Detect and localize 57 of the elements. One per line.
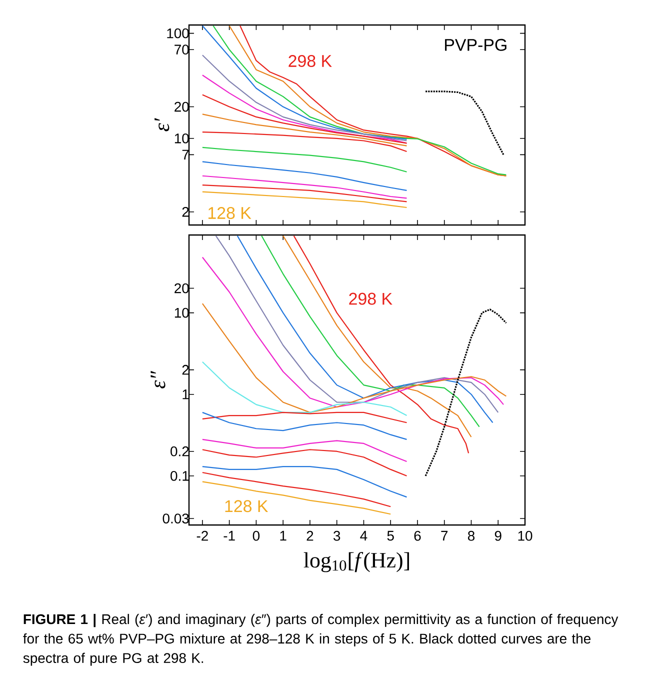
line-series	[202, 481, 392, 515]
x-axis-title: log$_{10}$[f(Hz)]	[304, 552, 409, 572]
line-series	[202, 175, 408, 199]
y-axis-title: ε′	[154, 118, 170, 132]
y-tick-label: 20	[174, 283, 189, 294]
line-series	[202, 184, 408, 202]
line-series	[202, 161, 408, 191]
annotation: PVP-PG	[445, 38, 506, 51]
line-series	[202, 94, 408, 144]
y-tick-label: 1	[182, 390, 189, 400]
annotation: 128 K	[208, 206, 252, 219]
x-tick-label: 0	[252, 530, 260, 541]
line-series	[202, 256, 504, 408]
line-series	[202, 466, 408, 498]
x-tick-label: 9	[494, 530, 502, 541]
y-tick-label: 10	[174, 133, 189, 144]
line-series	[202, 412, 408, 440]
x-tick-label: 3	[333, 530, 340, 541]
y-tick-label: 0.03	[162, 514, 189, 524]
x-tick-label: 1	[280, 530, 286, 540]
y-tick-label: 10	[174, 308, 189, 318]
x-tick-label: -2	[196, 530, 208, 541]
y-tick-label: 2	[182, 364, 189, 375]
x-tick-label: 6	[414, 530, 421, 541]
annotation: 128 K	[225, 500, 268, 512]
y-tick-label: 0.1	[170, 470, 189, 481]
text: FIGURE 1 | Real (ε′) and imaginary (ε″) parts of complex permittivity as a function of frequency for the 65 wt% PVP–PG mixture at 298–128 K in steps of 5 K. Black dotted curves are the spectra of pure PG at 298 K.	[23, 614, 618, 666]
line-series	[261, 235, 480, 428]
x-tick-label: -1	[224, 530, 235, 540]
y-tick-label: 2	[182, 206, 189, 217]
y-tick-label: 7	[182, 150, 189, 160]
y-tick-label: 70	[174, 44, 189, 55]
line-series	[202, 361, 408, 416]
line-series	[202, 146, 408, 172]
x-tick-label: 5	[387, 530, 394, 541]
annotation: 298 K	[288, 54, 332, 67]
annotation: 298 K	[349, 292, 392, 305]
x-tick-label: 7	[441, 530, 448, 540]
line-series	[424, 308, 507, 477]
line-series	[202, 74, 408, 144]
line-series	[202, 114, 408, 146]
line-series	[424, 90, 504, 156]
x-tick-label: 8	[468, 530, 475, 541]
x-tick-label: 4	[360, 530, 368, 540]
y-tick-label: 0.2	[170, 446, 189, 456]
line-series	[202, 449, 408, 476]
line-series	[202, 131, 408, 152]
y-tick-label: 100	[167, 28, 189, 38]
y-axis-title: ε″	[150, 370, 166, 388]
line-series	[202, 412, 408, 424]
x-tick-label: 2	[306, 530, 314, 541]
line-series	[202, 438, 408, 462]
line-series	[202, 25, 408, 140]
line-series	[202, 191, 408, 208]
line-series	[202, 54, 408, 142]
x-tick-label: 10	[518, 530, 532, 541]
y-tick-label: 20	[174, 102, 189, 112]
